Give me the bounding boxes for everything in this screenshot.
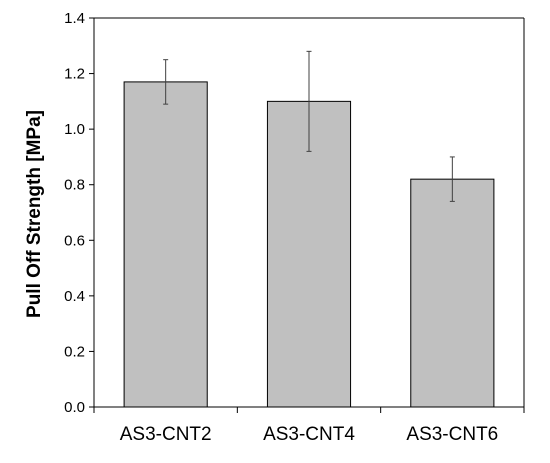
x-tick-label: AS3-CNT2 (120, 424, 212, 445)
y-tick-label: 1.0 (64, 121, 85, 138)
bar-as3-cnt4 (266, 100, 352, 408)
error-bar-as3-cnt4 (306, 50, 312, 152)
y-tick-label: 0.4 (64, 288, 85, 305)
y-tick-label: 0.2 (64, 343, 85, 360)
y-tick-label: 0.6 (64, 232, 85, 249)
y-tick-label: 0.8 (64, 177, 85, 194)
error-bar-as3-cnt6 (449, 156, 455, 202)
error-bar-as3-cnt2 (163, 59, 169, 105)
y-tick-label: 1.4 (64, 10, 85, 27)
y-tick-label: 1.2 (64, 66, 85, 83)
x-labels-layer: AS3-CNT2 AS3-CNT4 AS3-CNT6 (120, 424, 499, 445)
bar-as3-cnt2 (123, 81, 208, 408)
axes-layer (93, 17, 525, 413)
y-ticks-layer: 0.0 0.2 0.4 0.6 0.8 1.0 1.2 1.4 (64, 10, 94, 416)
y-tick-label: 0.0 (64, 399, 85, 416)
error-bars-layer (163, 50, 455, 202)
x-tick-label: AS3-CNT6 (406, 424, 498, 445)
y-axis-label: Pull Off Strength [MPa] (24, 110, 45, 318)
x-tick-label: AS3-CNT4 (263, 424, 355, 445)
bar-as3-cnt6 (410, 178, 495, 408)
